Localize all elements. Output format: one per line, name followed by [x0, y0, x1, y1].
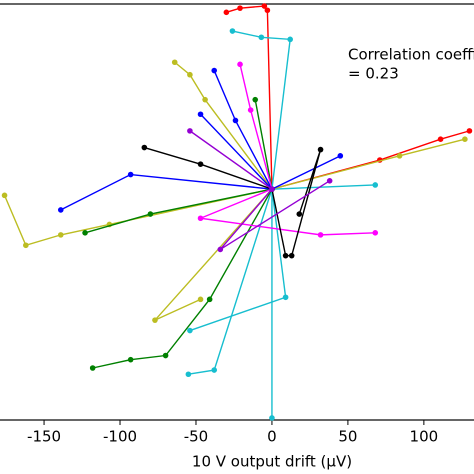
series-line: [84, 99, 273, 234]
point: [57, 207, 64, 213]
point: [141, 144, 148, 151]
point: [206, 296, 213, 303]
series-line: [226, 5, 470, 191]
point: [317, 146, 324, 153]
series-line: [197, 64, 376, 236]
point: [197, 111, 204, 118]
point: [247, 107, 254, 113]
point: [197, 296, 204, 303]
annotation: Correlation coefficient: [348, 46, 474, 64]
x-tick-label: 50: [338, 428, 357, 446]
point: [162, 352, 169, 359]
point: [317, 232, 324, 238]
series-line: [189, 130, 331, 251]
point: [287, 36, 293, 43]
point: [326, 178, 333, 184]
point: [187, 128, 193, 134]
point: [152, 317, 158, 323]
point: [282, 294, 289, 301]
point: [372, 230, 379, 236]
point: [147, 211, 154, 217]
point: [437, 136, 444, 142]
series-line: [60, 70, 274, 211]
point: [127, 356, 134, 363]
point: [211, 67, 218, 74]
x-tick-label: 100: [410, 428, 439, 446]
point: [269, 186, 275, 192]
point: [197, 161, 204, 167]
point: [223, 9, 230, 16]
point: [261, 3, 268, 9]
point: [264, 7, 271, 14]
point: [269, 415, 275, 421]
point: [462, 136, 468, 142]
x-tick-label: -50: [184, 428, 209, 446]
point: [217, 246, 224, 253]
point: [1, 192, 8, 199]
plot-frame: [0, 3, 474, 421]
point: [237, 61, 243, 68]
point: [185, 371, 192, 378]
point: [229, 28, 236, 34]
point: [187, 71, 193, 78]
x-axis-label: 10 V output drift (μV): [192, 453, 352, 471]
point: [187, 327, 193, 334]
series-line: [92, 188, 273, 369]
point: [337, 153, 344, 159]
point: [202, 96, 208, 103]
point: [252, 96, 259, 103]
point: [237, 5, 243, 11]
point: [197, 215, 204, 222]
x-tick-label: -100: [103, 428, 137, 446]
point: [282, 252, 289, 259]
point: [57, 232, 64, 238]
point: [82, 230, 88, 236]
series-line: [144, 146, 322, 257]
point: [171, 59, 178, 66]
point: [127, 171, 134, 178]
point: [232, 117, 239, 124]
x-tick-label: -150: [27, 428, 61, 446]
point: [466, 128, 473, 134]
annotation: = 0.23: [348, 65, 399, 83]
point: [296, 211, 303, 217]
point: [288, 252, 295, 259]
series-line: [189, 184, 376, 332]
point: [258, 34, 265, 41]
point: [372, 182, 379, 188]
series-line: [154, 61, 273, 321]
x-tick-label: 0: [267, 428, 277, 446]
point: [211, 367, 218, 373]
point: [89, 365, 96, 371]
point: [23, 242, 29, 249]
point: [396, 153, 403, 159]
